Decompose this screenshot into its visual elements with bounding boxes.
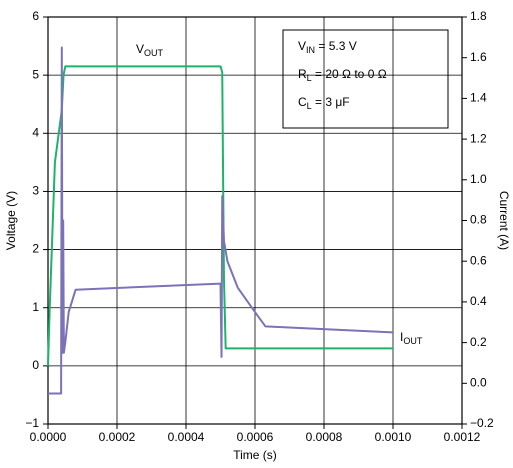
y-tick-label: 4 <box>32 125 39 139</box>
y-tick-label: 3 <box>32 184 39 198</box>
label-main: V <box>136 42 144 56</box>
x-tick-label: 0.0000 <box>30 430 67 444</box>
y2-axis-label: Current (A) <box>497 191 511 250</box>
label-main: R <box>298 67 307 81</box>
data-line <box>47 65 393 366</box>
x-axis-label: Time (s) <box>233 448 277 462</box>
y2-tick-label: 0.4 <box>470 294 487 308</box>
y2-tick-label: 0.8 <box>470 213 487 227</box>
label-subscript: OUT <box>403 336 423 346</box>
y2-tick-label: 0.0 <box>470 375 487 389</box>
y-tick-label: −1 <box>25 416 39 430</box>
label-main: C <box>298 95 307 109</box>
y2-tick-label: 1.6 <box>470 50 487 64</box>
label-subscript: IN <box>306 45 315 55</box>
condition-text: CL = 3 μF <box>298 95 350 111</box>
y2-tick-label: 1.0 <box>470 172 487 186</box>
y-tick-label: 6 <box>32 9 39 23</box>
y-tick-label: 5 <box>32 67 39 81</box>
conditions-box <box>282 29 449 129</box>
y2-tick-label: 0.6 <box>470 253 487 267</box>
x-tick-label: 0.0008 <box>306 430 343 444</box>
label-rest: = 5.3 V <box>315 39 357 53</box>
y-tick-label: 1 <box>32 300 39 314</box>
y2-tick-label: 1.2 <box>470 131 487 145</box>
label-subscript: OUT <box>144 48 164 58</box>
series-annotation: VOUT <box>136 42 164 58</box>
condition-text: VIN = 5.3 V <box>298 39 357 55</box>
y-tick-label: 0 <box>32 358 39 372</box>
label-main: I <box>400 330 403 344</box>
label-main: V <box>298 39 306 53</box>
y2-tick-label: 1.4 <box>470 91 487 105</box>
y-tick-label: 2 <box>32 242 39 256</box>
y2-tick-label: 1.8 <box>470 9 487 23</box>
y2-tick-label: −0.2 <box>470 416 494 430</box>
x-tick-label: 0.0006 <box>237 430 274 444</box>
y2-tick-label: 0.2 <box>470 335 487 349</box>
label-rest: = 3 μF <box>312 95 350 109</box>
x-tick-label: 0.0004 <box>168 430 205 444</box>
x-tick-label: 0.0002 <box>99 430 136 444</box>
y-axis-label: Voltage (V) <box>4 191 18 250</box>
data-line <box>48 46 394 395</box>
label-subscript: L <box>307 73 312 83</box>
plot-frame <box>47 16 463 425</box>
condition-text: RL = 20 Ω to 0 Ω <box>298 67 387 83</box>
label-rest: = 20 Ω to 0 Ω <box>312 67 387 81</box>
x-tick-label: 0.0012 <box>444 430 481 444</box>
label-subscript: L <box>307 101 312 111</box>
series-annotation: IOUT <box>400 330 423 346</box>
x-tick-label: 0.0010 <box>375 430 412 444</box>
